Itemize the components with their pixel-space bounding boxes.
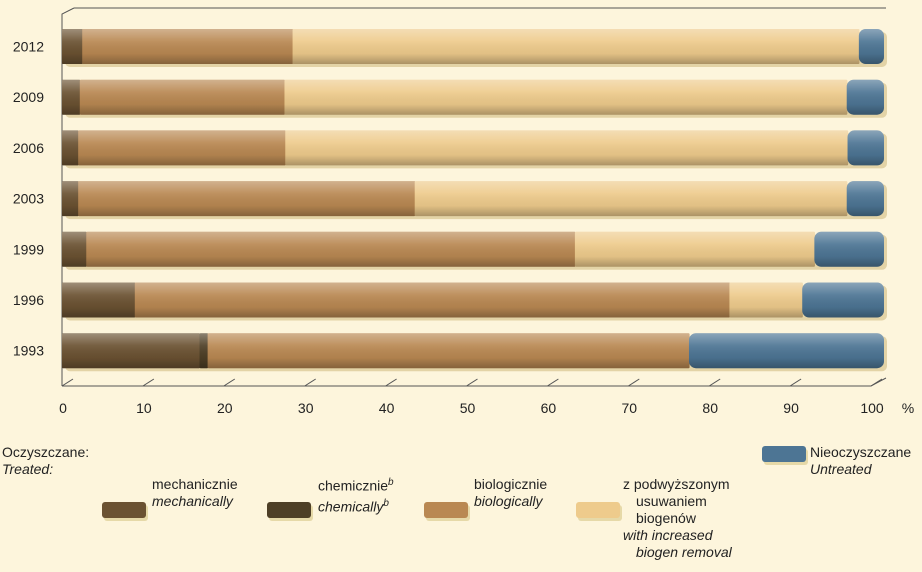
bar-segment-gloss [78, 181, 416, 217]
x-tick-mark [628, 378, 640, 387]
x-tick-label: 100 [860, 400, 884, 416]
bar-segment-gloss [729, 282, 803, 318]
x-tick-label: 70 [622, 400, 638, 416]
bar-segment-gloss [62, 282, 136, 318]
x-axis-unit: % [902, 400, 914, 416]
x-tick-label: 50 [460, 400, 476, 416]
x-tick-label: 60 [541, 400, 557, 416]
bar-segment-gloss [574, 231, 815, 267]
x-tick-label: 0 [59, 400, 67, 416]
legend: Oczyszczane: Treated: mechanicznie mecha… [0, 440, 922, 572]
bar-segment-gloss [207, 333, 690, 369]
legend-label-increased-pl-1: z podwyższonym [623, 476, 730, 492]
bar-segment-gloss [414, 181, 848, 217]
legend-label-chemical-pl: chemicznie [318, 477, 389, 494]
bar-segment-gloss [82, 29, 294, 64]
legend-heading-en: Treated: [2, 461, 54, 477]
legend-swatch-chemical [267, 502, 311, 518]
legend-label-increased-pl-3: biogenów [636, 510, 696, 526]
legend-label-mechanical-pl: mechanicznie [152, 476, 238, 492]
y-category-label: 2006 [13, 140, 44, 156]
legend-item-biological: biologicznie biologically [474, 476, 547, 510]
legend-label-increased-en-1: with increased [623, 527, 713, 543]
x-tick-mark [304, 378, 316, 387]
bar-segment-gloss [134, 282, 731, 318]
x-tick-mark [142, 378, 155, 387]
legend-item-untreated: Nieoczyszczane Untreated [810, 444, 911, 478]
stacked-bar-chart: 0 10 20 30 40 50 60 70 80 90 100 % 2012 2009 2006 2003 1… [13, 7, 914, 417]
legend-heading: Oczyszczane: Treated: [2, 444, 89, 478]
x-tick-mark [61, 378, 74, 387]
y-category-label: 1999 [13, 241, 44, 257]
legend-swatch-biological [424, 502, 468, 518]
legend-label-untreated-en: Untreated [810, 461, 872, 477]
x-tick-label: 30 [298, 400, 314, 416]
legend-swatch-mechanical [102, 502, 146, 518]
x-tick-mark [870, 378, 883, 387]
x-tick-mark [466, 378, 478, 387]
legend-item-mechanical: mechanicznie mechanically [152, 476, 238, 510]
bar-segment-gloss [292, 29, 860, 64]
bar-segment-gloss [62, 333, 201, 369]
axis-x-line [62, 377, 887, 387]
bar-segment-gloss [62, 130, 79, 166]
legend-label-mechanical-en: mechanically [152, 493, 233, 509]
y-category-label: 2003 [13, 191, 44, 207]
legend-label-untreated-pl: Nieoczyszczane [810, 444, 912, 460]
x-tick-label: 90 [783, 400, 799, 416]
bar-segment-gloss [688, 333, 884, 369]
legend-chemical-en-footnote: b [383, 497, 389, 509]
legend-label-biological-pl: biologicznie [474, 476, 548, 492]
bar-segment-gloss [847, 130, 884, 166]
chart-axes [61, 7, 887, 387]
legend-item-increased: z podwyższonym usuwaniem biogenów with i… [623, 476, 732, 561]
x-tick-label: 80 [702, 400, 718, 416]
y-category-label: 2009 [13, 89, 44, 105]
chart-bars [62, 29, 887, 372]
legend-item-chemical: chemicznieb chemicallyb [318, 474, 394, 515]
x-tick-mark [223, 378, 236, 387]
x-tick-mark [385, 378, 397, 387]
bar-segment-gloss [78, 130, 286, 166]
x-tick-mark [789, 378, 802, 387]
bar-segment-gloss [86, 231, 576, 267]
bar-segment-gloss [62, 231, 87, 267]
legend-heading-pl: Oczyszczane: [2, 444, 90, 460]
legend-label-increased-en-2: biogen removal [636, 544, 732, 560]
bar-segment-gloss [284, 79, 848, 115]
x-tick-label: 10 [136, 400, 152, 416]
bar-segment-gloss [858, 29, 884, 64]
chart-labels: 0 10 20 30 40 50 60 70 80 90 100 % 2012 2009 2006 2003 1… [13, 39, 914, 417]
legend-label-chemical-en: chemically [318, 498, 384, 515]
x-tick-mark [708, 378, 721, 387]
x-tick-label: 20 [217, 400, 233, 416]
bar-segment-gloss [802, 282, 884, 318]
bar-segment-gloss [846, 181, 884, 217]
bar-segment-gloss [62, 79, 81, 115]
y-category-label: 1996 [13, 292, 44, 308]
bar-segment-gloss [62, 181, 79, 217]
x-tick-mark [547, 378, 559, 387]
bar-segment-gloss [62, 29, 83, 64]
bar-segment-gloss [814, 231, 884, 267]
legend-label-increased-pl-2: usuwaniem [636, 493, 707, 509]
legend-swatch-increased [576, 502, 620, 518]
bar-segment-gloss [285, 130, 849, 166]
bar-segment-gloss [846, 79, 884, 115]
y-category-label: 1993 [13, 343, 44, 359]
legend-swatch-untreated [762, 446, 806, 462]
x-tick-label: 40 [379, 400, 395, 416]
bar-segment-gloss [79, 79, 286, 115]
y-category-label: 2012 [13, 39, 44, 55]
bar-segment-gloss [199, 333, 209, 369]
legend-label-biological-en: biologically [474, 493, 543, 509]
legend-chemical-footnote: b [388, 477, 394, 488]
